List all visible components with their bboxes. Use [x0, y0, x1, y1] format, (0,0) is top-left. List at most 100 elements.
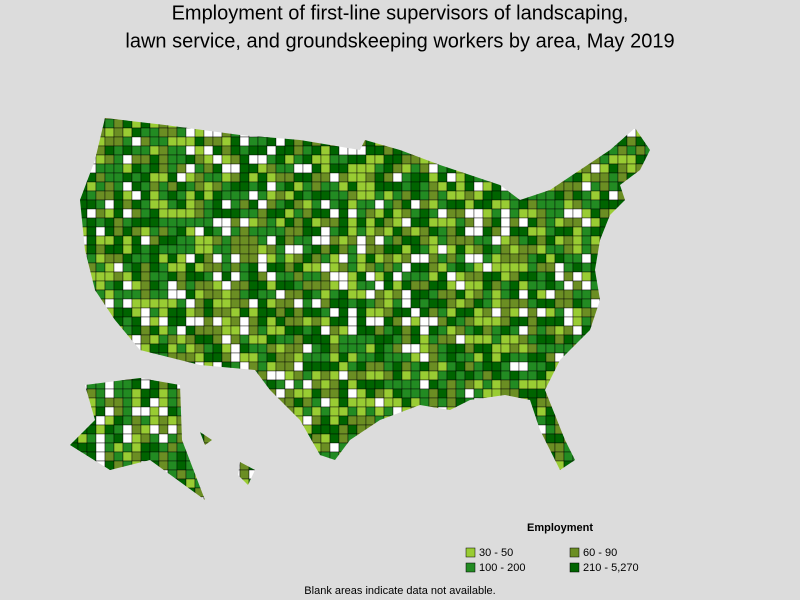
map-region	[644, 118, 655, 120]
map-region	[789, 254, 798, 263]
map-region	[419, 379, 430, 390]
map-region	[248, 442, 259, 453]
map-region	[401, 172, 412, 183]
map-region	[653, 154, 664, 165]
map-region	[554, 280, 565, 291]
map-region	[428, 154, 439, 165]
map-region	[212, 172, 223, 183]
map-region	[401, 217, 412, 228]
map-region	[509, 298, 520, 309]
map-region	[581, 154, 592, 165]
map-region	[149, 316, 160, 327]
map-region	[509, 361, 520, 372]
map-region	[770, 280, 780, 291]
map-region	[491, 190, 502, 201]
map-region	[671, 451, 682, 462]
map-region	[428, 244, 439, 255]
map-region	[563, 469, 574, 480]
map-region	[446, 352, 457, 363]
map-region	[239, 118, 250, 129]
map-region	[671, 244, 682, 255]
map-region	[653, 199, 664, 210]
map-region	[401, 343, 412, 354]
map-region	[779, 118, 780, 129]
map-region	[500, 298, 511, 309]
map-region	[311, 244, 322, 255]
map-region	[104, 280, 115, 291]
map-region	[473, 154, 484, 165]
map-region	[779, 343, 780, 354]
map-region	[689, 487, 700, 498]
map-region	[455, 370, 466, 381]
map-region	[446, 361, 457, 372]
map-region	[779, 118, 780, 120]
map-region	[626, 190, 637, 201]
map-region	[599, 253, 610, 264]
map-region	[428, 361, 439, 372]
map-region	[789, 146, 798, 155]
map-region	[662, 235, 673, 246]
map-region	[60, 155, 69, 164]
map-region	[60, 407, 69, 416]
map-region	[725, 235, 736, 246]
map-region	[698, 352, 709, 363]
map-region	[761, 127, 772, 138]
map-region	[257, 496, 268, 507]
map-region	[383, 406, 394, 417]
map-region	[104, 388, 115, 399]
map-region	[473, 307, 484, 318]
map-region	[500, 118, 511, 120]
map-region	[284, 469, 295, 480]
map-region	[590, 424, 601, 435]
map-region	[680, 415, 691, 426]
map-region	[158, 460, 169, 471]
map-region	[140, 397, 151, 408]
map-region	[608, 451, 619, 462]
map-region	[203, 190, 214, 201]
map-region	[284, 235, 295, 246]
map-region	[60, 452, 69, 461]
map-region	[347, 478, 358, 489]
map-region	[473, 118, 484, 120]
map-region	[743, 217, 754, 228]
map-region	[221, 478, 232, 489]
map-region	[752, 343, 763, 354]
map-region	[671, 181, 682, 192]
map-region	[563, 244, 574, 255]
map-region	[545, 343, 556, 354]
map-region	[122, 307, 133, 318]
map-region	[527, 334, 538, 345]
map-region	[230, 262, 241, 273]
map-region	[626, 496, 637, 507]
map-region	[383, 289, 394, 300]
legend-title: Employment	[527, 522, 593, 534]
map-region	[761, 118, 772, 129]
map-region	[473, 334, 484, 345]
map-region	[311, 172, 322, 183]
map-region	[437, 487, 448, 498]
map-region	[194, 460, 205, 471]
map-region	[626, 127, 637, 138]
map-region	[563, 442, 574, 453]
map-region	[608, 244, 619, 255]
map-region	[383, 262, 394, 273]
map-region	[203, 442, 214, 453]
map-region	[473, 172, 484, 183]
map-region	[464, 478, 475, 489]
map-region	[698, 217, 709, 228]
map-region	[248, 190, 259, 201]
map-region	[302, 298, 313, 309]
map-region	[158, 424, 169, 435]
map-region	[86, 289, 97, 300]
map-region	[104, 145, 115, 156]
map-region	[311, 136, 322, 147]
map-region	[590, 181, 601, 192]
map-region	[158, 478, 169, 489]
map-region	[725, 406, 736, 417]
map-region	[779, 433, 780, 444]
map-region	[329, 190, 340, 201]
map-region	[203, 289, 214, 300]
map-region	[158, 172, 169, 183]
map-region	[221, 127, 232, 138]
map-region	[653, 478, 664, 489]
